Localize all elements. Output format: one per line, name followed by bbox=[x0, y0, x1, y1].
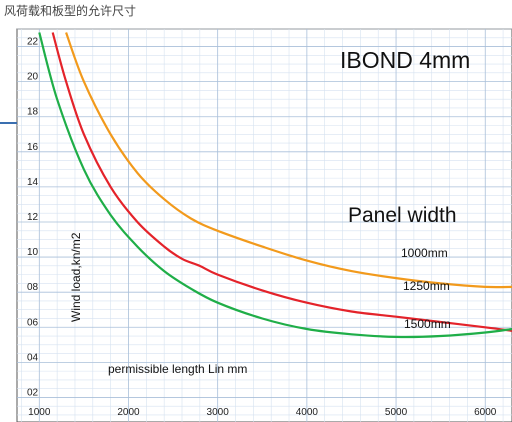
x-tick-label: 2000 bbox=[117, 407, 140, 418]
series-line-1500mm bbox=[38, 32, 512, 339]
y-tick-label: 16 bbox=[27, 142, 39, 153]
series-label-1500mm: 1500mm bbox=[404, 317, 451, 331]
series-line-1250mm bbox=[51, 32, 512, 332]
x-tick-labels: 1000 2000 3000 4000 5000 6000 bbox=[28, 407, 497, 418]
y-tick-label: 12 bbox=[27, 212, 39, 223]
y-tick-label: 02 bbox=[27, 387, 39, 398]
x-tick-label: 3000 bbox=[207, 407, 230, 418]
x-tick-label: 1000 bbox=[28, 407, 51, 418]
chart-title: IBOND 4mm bbox=[340, 47, 470, 73]
y-tick-labels: 02 04 06 08 10 12 14 16 18 20 22 bbox=[27, 37, 39, 399]
y-tick-label: 22 bbox=[27, 37, 39, 48]
y-tick-label: 14 bbox=[27, 177, 39, 188]
y-tick-label: 04 bbox=[27, 352, 39, 363]
chart-caption: 风荷载和板型的允许尺寸 bbox=[4, 4, 137, 18]
series-line-1000mm bbox=[65, 32, 512, 289]
x-tick-label: 5000 bbox=[385, 407, 408, 418]
series-lines bbox=[38, 32, 512, 339]
chart-subtitle: Panel width bbox=[348, 204, 457, 227]
series-label-1250mm: 1250mm bbox=[403, 279, 450, 293]
x-tick-label: 4000 bbox=[296, 407, 319, 418]
x-axis-label: permissible length Lin mm bbox=[108, 362, 247, 376]
y-axis-label: Wind load,kn/m2 bbox=[69, 232, 83, 322]
x-tick-label: 6000 bbox=[474, 407, 497, 418]
y-tick-label: 08 bbox=[27, 282, 39, 293]
y-tick-label: 10 bbox=[27, 247, 39, 258]
y-tick-label: 06 bbox=[27, 317, 39, 328]
series-label-1000mm: 1000mm bbox=[401, 246, 448, 260]
y-tick-label: 20 bbox=[27, 72, 39, 83]
y-tick-label: 18 bbox=[27, 107, 39, 118]
